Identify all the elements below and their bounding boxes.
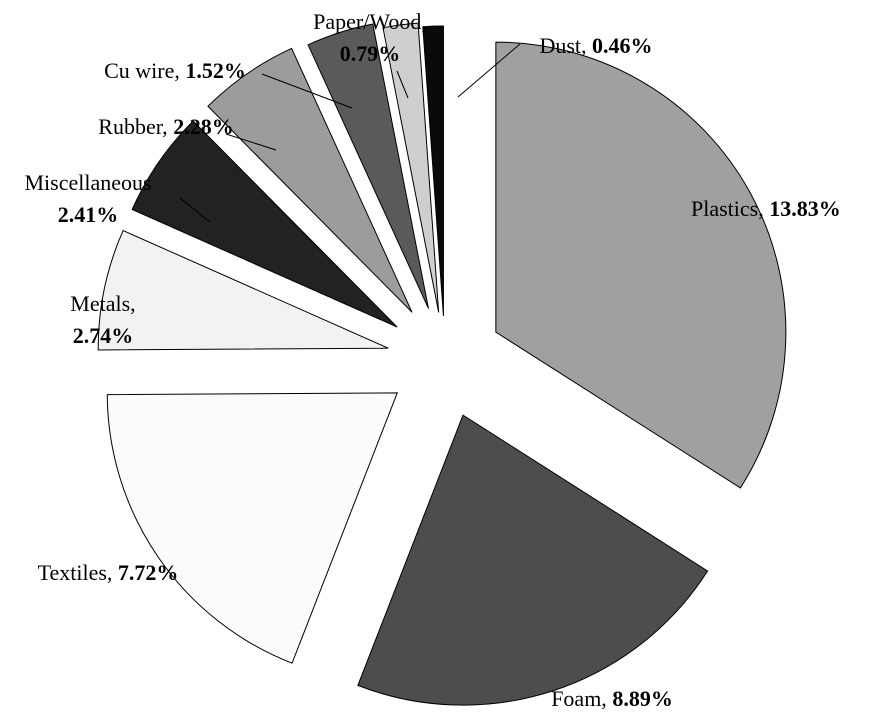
pie-slice-metals (97, 229, 389, 351)
slice-label-value-miscellaneous: 2.41% (58, 202, 119, 227)
slice-label-name: Dust, (539, 33, 592, 58)
leader-line (225, 133, 277, 151)
slice-label-name-metals: Metals, (70, 291, 135, 316)
pie-slice-dust (422, 25, 444, 317)
leader-lines (179, 43, 521, 223)
slice-label-name: Textiles, (38, 560, 118, 585)
pie-slice-miscellaneous (131, 120, 398, 328)
pie-slice-textiles (106, 392, 398, 664)
slice-label-name: Plastics, (691, 196, 769, 221)
leader-line (179, 197, 211, 223)
slice-label-textiles: Textiles, 7.72% (38, 560, 179, 585)
slice-label-name: Cu wire, (104, 58, 185, 83)
slice-label-cu-wire: Cu wire, 1.52% (104, 58, 246, 83)
pie-slices (97, 22, 787, 706)
slice-label-plastics: Plastics, 13.83% (691, 196, 841, 221)
pie-slice-foam (357, 414, 709, 706)
slice-label-value: 2.28% (173, 114, 234, 139)
slice-label-value: 1.52% (185, 58, 246, 83)
slice-label-value-metals: 2.74% (73, 323, 134, 348)
pie-slice-paper-wood (382, 22, 440, 313)
slice-label-rubber: Rubber, 2.28% (98, 114, 233, 139)
pie-slice-plastics (495, 41, 787, 489)
slice-label-value: 0.46% (592, 33, 653, 58)
slice-label-foam: Foam, 8.89% (551, 686, 673, 711)
leader-line (261, 73, 353, 109)
slice-label-name-miscellaneous: Miscellaneous (24, 170, 151, 195)
slice-label-value: 8.89% (612, 686, 673, 711)
pie-slice-cu-wire (307, 23, 429, 309)
slice-label-name: Rubber, (98, 114, 173, 139)
slice-label-value-paper-wood: 0.79% (340, 41, 401, 66)
leader-line (457, 43, 521, 98)
slice-label-name-paper-wood: Paper/Wood, (313, 9, 427, 34)
slice-label-value: 13.83% (769, 196, 841, 221)
slice-labels: Plastics, 13.83% Foam, 8.89% Textiles, 7.7… (24, 9, 840, 711)
slice-label-name: Foam, (551, 686, 612, 711)
leader-line (396, 70, 409, 99)
slice-label-dust: Dust, 0.46% (539, 33, 652, 58)
pie-slice-rubber (207, 47, 413, 313)
slice-label-value: 7.72% (118, 560, 179, 585)
